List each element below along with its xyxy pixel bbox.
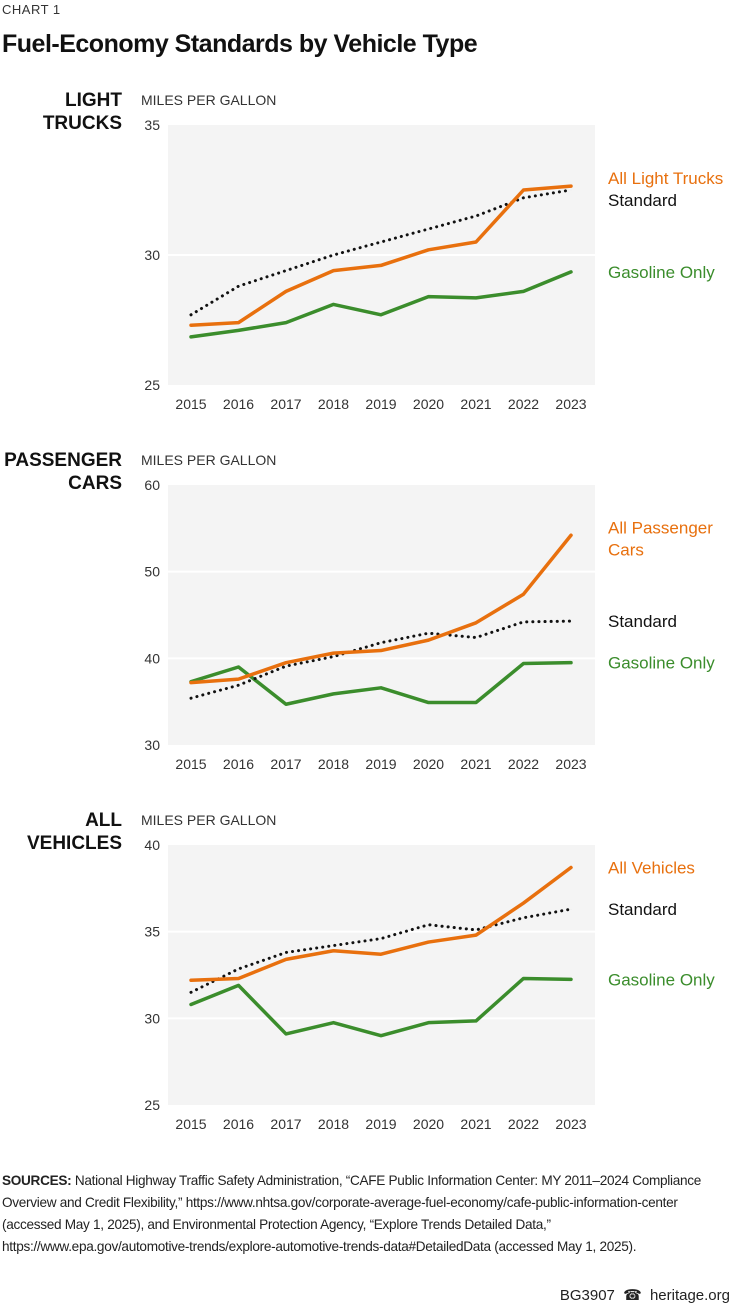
site-name: heritage.org <box>649 1287 730 1304</box>
y-tick-label: 30 <box>144 737 160 753</box>
y-tick-label: 30 <box>144 1010 160 1026</box>
chart-kicker: CHART 1 <box>2 2 61 17</box>
x-tick-label: 2016 <box>223 1116 254 1132</box>
x-tick-label: 2019 <box>365 1116 396 1132</box>
x-tick-label: 2019 <box>365 396 396 412</box>
x-tick-label: 2017 <box>270 1116 301 1132</box>
y-tick-label: 25 <box>144 377 160 393</box>
y-tick-label: 25 <box>144 1097 160 1113</box>
y-axis-label: MILES PER GALLON <box>141 92 276 108</box>
series-line-standard <box>189 188 573 317</box>
x-tick-label: 2023 <box>555 1116 586 1132</box>
series-line-standard <box>189 619 573 700</box>
plot-background <box>168 485 595 745</box>
x-tick-label: 2018 <box>318 396 349 412</box>
legend-label-all: All Passenger <box>608 518 713 537</box>
panel-title-line1: ALL <box>85 810 122 831</box>
legend-label-all: All Vehicles <box>608 859 695 878</box>
legend-label-all: Cars <box>608 540 644 559</box>
x-tick-label: 2015 <box>175 396 206 412</box>
y-tick-label: 35 <box>144 117 160 133</box>
report-code: BG3907 <box>559 1287 615 1304</box>
x-tick-label: 2023 <box>555 396 586 412</box>
y-tick-label: 35 <box>144 924 160 940</box>
x-tick-label: 2018 <box>318 756 349 772</box>
y-tick-label: 60 <box>144 477 160 493</box>
x-tick-label: 2015 <box>175 1116 206 1132</box>
chart-title: Fuel-Economy Standards by Vehicle Type <box>2 30 478 58</box>
sources-label: SOURCES: <box>2 1173 72 1188</box>
x-tick-label: 2015 <box>175 756 206 772</box>
x-tick-label: 2020 <box>413 756 444 772</box>
legend-label-gasoline: Gasoline Only <box>608 263 715 282</box>
x-tick-label: 2021 <box>460 756 491 772</box>
legend-label-standard: Standard <box>608 900 677 919</box>
x-tick-label: 2022 <box>508 1116 539 1132</box>
y-tick-label: 40 <box>144 837 160 853</box>
panel-title-line1: PASSENGER <box>4 450 122 471</box>
legend-label-all: All Light Trucks <box>608 169 723 188</box>
y-tick-label: 40 <box>144 650 160 666</box>
x-tick-label: 2016 <box>223 756 254 772</box>
series-line-standard <box>189 907 573 994</box>
x-tick-label: 2020 <box>413 396 444 412</box>
legend-label-standard: Standard <box>608 191 677 210</box>
panel-title-line1: LIGHT <box>65 90 122 111</box>
panel-title-line2: TRUCKS <box>43 113 122 134</box>
x-tick-label: 2022 <box>508 756 539 772</box>
legend-label-gasoline: Gasoline Only <box>608 654 715 673</box>
x-tick-label: 2017 <box>270 756 301 772</box>
x-tick-label: 2023 <box>555 756 586 772</box>
x-tick-label: 2016 <box>223 396 254 412</box>
y-tick-label: 30 <box>144 247 160 263</box>
plot-background <box>168 845 595 1105</box>
footer: BG3907 ☎ heritage.org <box>556 1286 730 1304</box>
legend-label-gasoline: Gasoline Only <box>608 970 715 989</box>
y-tick-label: 50 <box>144 564 160 580</box>
x-tick-label: 2019 <box>365 756 396 772</box>
x-tick-label: 2020 <box>413 1116 444 1132</box>
x-tick-label: 2021 <box>460 396 491 412</box>
x-tick-label: 2018 <box>318 1116 349 1132</box>
sources-text: National Highway Traffic Safety Administ… <box>2 1173 701 1254</box>
y-axis-label: MILES PER GALLON <box>141 452 276 468</box>
x-tick-label: 2017 <box>270 396 301 412</box>
panel-title-line2: CARS <box>68 473 122 494</box>
x-tick-label: 2022 <box>508 396 539 412</box>
legend-label-standard: Standard <box>608 612 677 631</box>
bell-icon: ☎ <box>623 1287 642 1304</box>
y-axis-label: MILES PER GALLON <box>141 812 276 828</box>
x-tick-label: 2021 <box>460 1116 491 1132</box>
panel-title-line2: VEHICLES <box>27 833 122 854</box>
sources-note: SOURCES: National Highway Traffic Safety… <box>2 1170 732 1258</box>
